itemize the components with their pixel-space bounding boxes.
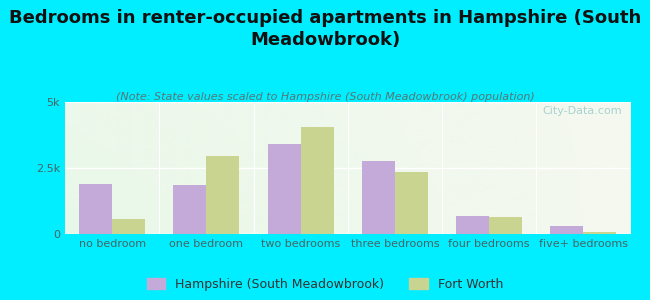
Legend: Hampshire (South Meadowbrook), Fort Worth: Hampshire (South Meadowbrook), Fort Wort…: [146, 278, 504, 291]
Bar: [174, 185, 207, 234]
Text: (Note: State values scaled to Hampshire (South Meadowbrook) population): (Note: State values scaled to Hampshire …: [116, 92, 534, 101]
Bar: [362, 161, 395, 234]
Bar: [300, 127, 333, 234]
Bar: [584, 232, 616, 234]
Bar: [489, 217, 522, 234]
Text: City-Data.com: City-Data.com: [542, 106, 622, 116]
Bar: [207, 156, 239, 234]
Bar: [456, 216, 489, 234]
Bar: [395, 172, 428, 234]
Bar: [79, 184, 112, 234]
Bar: [268, 144, 300, 234]
Bar: [551, 226, 584, 234]
Bar: [112, 220, 145, 234]
Text: Bedrooms in renter-occupied apartments in Hampshire (South
Meadowbrook): Bedrooms in renter-occupied apartments i…: [9, 9, 641, 49]
